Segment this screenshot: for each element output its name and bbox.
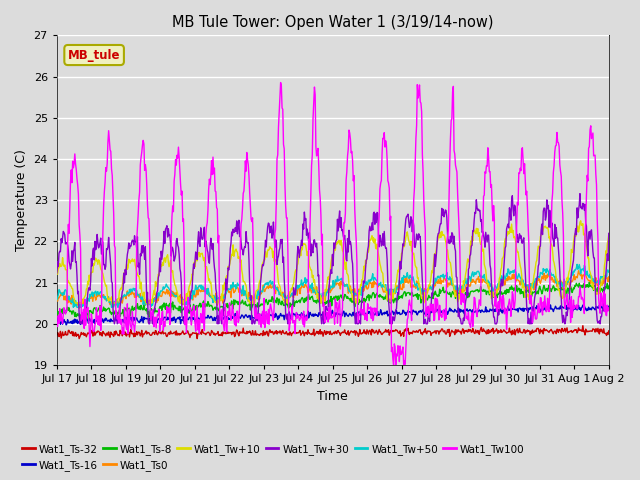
Text: MB_tule: MB_tule [68, 48, 120, 61]
Title: MB Tule Tower: Open Water 1 (3/19/14-now): MB Tule Tower: Open Water 1 (3/19/14-now… [172, 15, 493, 30]
Y-axis label: Temperature (C): Temperature (C) [15, 149, 28, 251]
X-axis label: Time: Time [317, 390, 348, 403]
Legend: Wat1_Ts-32, Wat1_Ts-16, Wat1_Ts-8, Wat1_Ts0, Wat1_Tw+10, Wat1_Tw+30, Wat1_Tw+50,: Wat1_Ts-32, Wat1_Ts-16, Wat1_Ts-8, Wat1_… [18, 439, 529, 475]
